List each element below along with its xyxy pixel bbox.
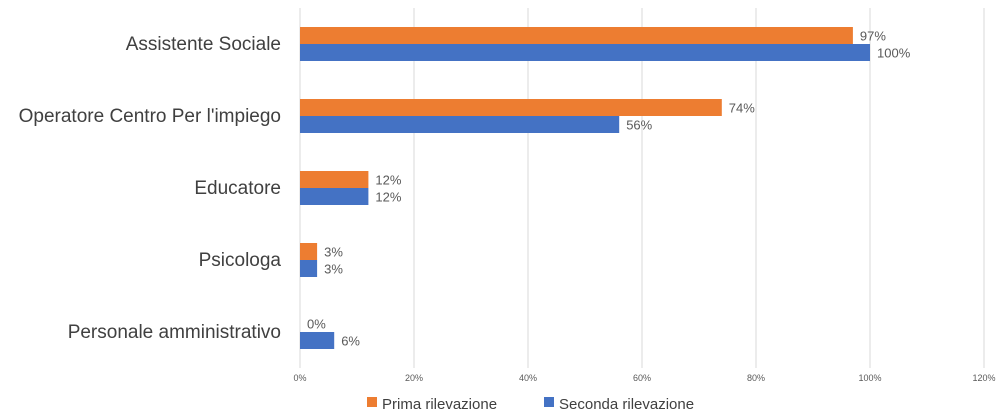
category-label: Psicologa bbox=[199, 250, 282, 271]
x-tick-label: 0% bbox=[293, 373, 306, 383]
data-label: 3% bbox=[324, 245, 343, 260]
x-tick-label: 60% bbox=[633, 373, 651, 383]
data-label: 100% bbox=[877, 46, 911, 61]
data-label: 6% bbox=[341, 334, 360, 349]
x-tick-label: 120% bbox=[972, 373, 995, 383]
legend-label-prima: Prima rilevazione bbox=[382, 396, 497, 413]
category-label: Personale amministrativo bbox=[68, 322, 281, 343]
data-label: 74% bbox=[729, 101, 755, 116]
legend-label-seconda: Seconda rilevazione bbox=[559, 396, 694, 413]
x-tick-label: 80% bbox=[747, 373, 765, 383]
bar-prima bbox=[300, 171, 369, 188]
data-label: 0% bbox=[307, 317, 326, 332]
legend-swatch-seconda bbox=[544, 397, 554, 407]
x-tick-label: 20% bbox=[405, 373, 423, 383]
bar-prima bbox=[300, 99, 722, 116]
legend: Prima rilevazione Seconda rilevazione bbox=[367, 396, 694, 413]
data-labels: 97% 100% 74% 56% 12% 12% 3% 3% 0% 6% bbox=[307, 29, 911, 349]
bar-seconda bbox=[300, 332, 335, 349]
x-tick-label: 100% bbox=[858, 373, 881, 383]
category-label: Assistente Sociale bbox=[126, 34, 281, 55]
bars bbox=[300, 27, 870, 349]
bar-prima bbox=[300, 243, 318, 260]
bar-seconda bbox=[300, 260, 318, 277]
category-label: Operatore Centro Per l'impiego bbox=[19, 106, 281, 127]
category-label: Educatore bbox=[194, 178, 281, 199]
legend-swatch-prima bbox=[367, 397, 377, 407]
data-label: 56% bbox=[626, 118, 652, 133]
bar-seconda bbox=[300, 116, 620, 133]
bar-prima bbox=[300, 27, 853, 44]
category-labels: Assistente Sociale Operatore Centro Per l… bbox=[19, 34, 282, 343]
x-tick-label: 40% bbox=[519, 373, 537, 383]
data-label: 12% bbox=[375, 190, 401, 205]
data-label: 12% bbox=[375, 173, 401, 188]
data-label: 97% bbox=[860, 29, 886, 44]
bar-seconda bbox=[300, 44, 870, 61]
bar-seconda bbox=[300, 188, 369, 205]
gridlines bbox=[299, 8, 985, 368]
x-axis-tick-labels: 0% 20% 40% 60% 80% 100% 120% bbox=[293, 373, 995, 383]
data-label: 3% bbox=[324, 262, 343, 277]
